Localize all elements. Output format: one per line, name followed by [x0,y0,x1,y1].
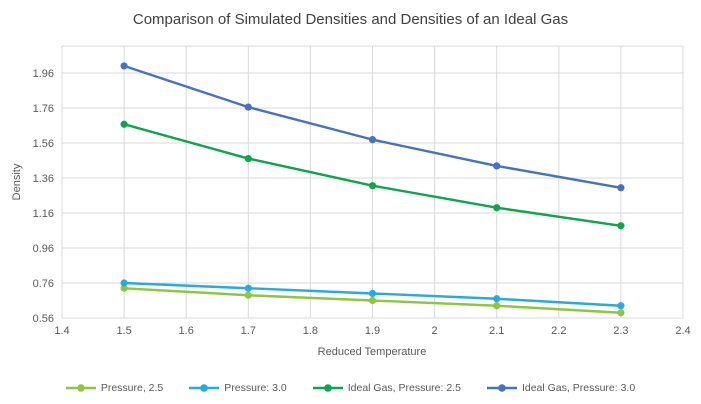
data-point[interactable] [617,222,625,230]
data-point[interactable] [617,184,625,192]
legend-label: Pressure, 2.5 [100,382,164,394]
y-tick-label: 0.96 [33,243,54,255]
data-point[interactable] [368,182,377,190]
data-point[interactable] [120,120,128,128]
data-point[interactable] [368,289,377,298]
legend-marker-icon [65,384,96,392]
x-tick-label: 1.5 [116,325,131,337]
x-tick-label: 2.4 [675,325,690,337]
legend-label: Pressure: 3.0 [224,382,287,394]
tick-labels: 0.56 0.76 0.96 1.16 1.36 1.56 1.76 1.96 1.4 1.5 1.… [33,68,691,337]
legend-marker-icon [312,384,343,392]
legend-item[interactable]: Pressure: 3.0 [189,382,287,394]
data-point[interactable] [120,284,128,292]
plot-area-border [61,45,684,319]
y-tick-label: 1.36 [33,173,54,185]
x-tick-label: 1.9 [365,325,380,337]
x-tick-label: 1.7 [241,325,256,337]
data-point[interactable] [617,309,625,317]
data-point[interactable] [244,154,252,163]
legend-label: Ideal Gas, Pressure: 3.0 [521,382,636,394]
series [120,62,625,192]
data-point[interactable] [368,136,377,144]
data-point[interactable] [617,302,625,310]
x-tick-label: 2 [432,325,438,337]
plot-svg: 0.56 0.76 0.96 1.16 1.36 1.56 1.76 1.96 1.4 1.5 1.… [11,45,691,358]
data-point[interactable] [493,204,501,212]
x-tick-label: 1.6 [179,325,194,337]
x-axis-title: Reduced Temperature [318,346,427,358]
legend-item[interactable]: Pressure, 2.5 [65,382,164,394]
data-point[interactable] [493,162,501,170]
x-tick-label: 1.4 [54,325,69,337]
series [120,120,625,230]
y-tick-label: 1.96 [33,68,54,80]
series-layer [120,62,625,317]
x-tick-label: 1.8 [303,325,318,337]
y-tick-label: 1.56 [33,138,54,150]
legend-item[interactable]: Ideal Gas, Pressure: 2.5 [312,382,461,394]
data-point[interactable] [244,284,252,292]
x-tick-label: 2.2 [551,325,566,337]
data-point[interactable] [244,103,252,111]
data-point[interactable] [244,291,252,299]
data-point[interactable] [120,279,128,287]
x-tick-label: 2.1 [489,325,504,337]
data-point[interactable] [368,296,377,305]
chart-title: Comparison of Simulated Densities and De… [132,11,569,28]
series [120,279,625,310]
legend-label: Ideal Gas, Pressure: 2.5 [347,382,461,394]
legend-marker-icon [486,384,517,392]
series [120,284,625,317]
y-tick-label: 0.76 [33,278,54,290]
data-point[interactable] [493,302,501,310]
y-tick-label: 1.16 [33,208,54,220]
legend-marker-icon [189,384,220,392]
y-tick-label: 1.76 [33,103,54,115]
data-point[interactable] [493,295,501,303]
y-tick-label: 0.56 [33,313,54,325]
legend-item[interactable]: Ideal Gas, Pressure: 3.0 [486,382,636,394]
x-tick-label: 2.3 [613,325,628,337]
legend: Pressure, 2.5 Pressure: 3.0 Ideal Gas, Pre… [0,377,701,399]
data-point[interactable] [120,62,128,70]
y-axis-title: Density [11,163,23,200]
gridlines [61,45,684,319]
